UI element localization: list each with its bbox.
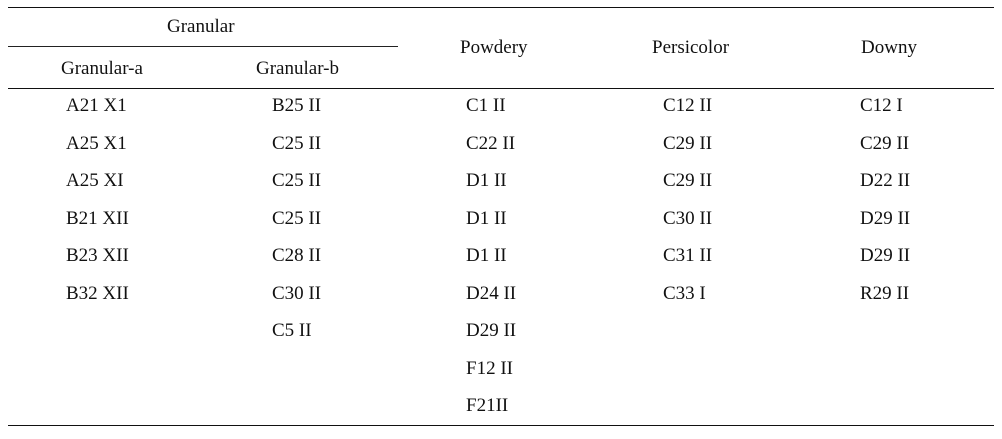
header-powdery: Powdery [460, 37, 528, 58]
table-cell: C29 II [663, 170, 713, 191]
header-bottom-rule [8, 88, 994, 89]
column-downy: C12 I C29 II D22 II D29 II D29 II R29 II [860, 95, 910, 320]
table-cell: C1 II [466, 95, 506, 116]
table-cell: D29 II [860, 207, 911, 229]
table-cell: B23 XII [66, 245, 129, 266]
table-cell: C28 II [272, 245, 322, 266]
table-cell: D1 II [466, 245, 507, 266]
table-cell: C33 I [663, 282, 706, 304]
header-granular: Granular [167, 16, 235, 37]
table-cell: A25 XI [66, 170, 124, 191]
table-top-rule [8, 7, 994, 8]
granular-span-rule [8, 46, 398, 47]
table-cell: D29 II [860, 245, 911, 266]
table-cell: F12 II [466, 357, 513, 379]
table-cell: C5 II [272, 320, 312, 341]
table-cell: A25 X1 [66, 132, 127, 154]
table-cell: C29 II [663, 132, 713, 154]
table-cell: B25 II [272, 95, 322, 116]
table-cell: C30 II [272, 282, 322, 304]
table-cell: B32 XII [66, 282, 129, 304]
table-cell: C12 II [663, 95, 713, 116]
table-cell: C25 II [272, 207, 322, 229]
table-cell: B21 XII [66, 207, 129, 229]
table-cell: D22 II [860, 170, 911, 191]
table-cell: D1 II [466, 170, 507, 191]
header-persicolor: Persicolor [652, 37, 730, 58]
table-cell: C25 II [272, 170, 322, 191]
table-cell: C25 II [272, 132, 322, 154]
table-cell: F21II [466, 395, 509, 416]
table-cell: C29 II [860, 132, 910, 154]
table-cell: C31 II [663, 245, 713, 266]
header-downy: Downy [861, 37, 917, 58]
table-cell: A21 X1 [66, 95, 127, 116]
header-granular-a: Granular-a [61, 58, 143, 79]
table-cell: C30 II [663, 207, 713, 229]
header-granular-b: Granular-b [256, 58, 339, 79]
table-bottom-rule [8, 425, 994, 426]
table-cell: C22 II [466, 132, 516, 154]
table-cell: C12 I [860, 95, 903, 116]
column-granular-b: B25 II C25 II C25 II C25 II C28 II C30 I… [272, 95, 321, 358]
table-cell: R29 II [860, 282, 910, 304]
column-powdery: C1 II C22 II D1 II D1 II D1 II D24 II D2… [466, 95, 516, 433]
column-granular-a: A21 X1 A25 X1 A25 XI B21 XII B23 XII B32… [66, 95, 129, 320]
table-cell: D29 II [466, 320, 517, 341]
column-persicolor: C12 II C29 II C29 II C30 II C31 II C33 I [663, 95, 712, 320]
table-cell: D24 II [466, 282, 517, 304]
table-cell: D1 II [466, 207, 507, 229]
